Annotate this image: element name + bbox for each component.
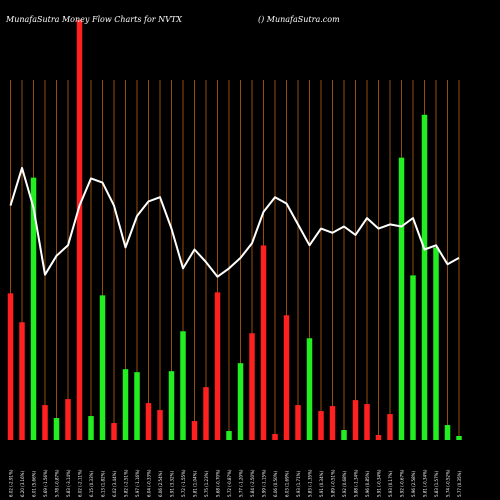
bar-down (352, 400, 359, 440)
bar-up (88, 416, 94, 440)
x-tick-label: 5.92 (0.68%) (342, 471, 347, 497)
x-tick-label: 5.82 (-2.51%) (124, 469, 129, 497)
x-tick-label: 5.77 (0.35%) (457, 471, 462, 497)
bar-up (180, 331, 186, 440)
x-tick-label: 6.04 (-0.33%) (147, 469, 152, 497)
bar-up (99, 295, 106, 440)
x-tick-label: 6.15 (0.33%) (89, 471, 94, 497)
bar-down (203, 387, 209, 440)
price-line-series (9, 166, 460, 278)
bar-down (283, 315, 290, 440)
x-tick-label: 6.02 (-2.91%) (9, 469, 14, 497)
bar-up (53, 418, 60, 440)
x-tick-label: 5.74 (-0.52%) (446, 469, 451, 497)
x-tick-label: 5.77 (-1.20%) (239, 469, 244, 497)
bar-down (295, 405, 301, 440)
x-tick-label: 5.81 (1.04%) (193, 471, 198, 497)
x-tick-label: 5.72 (-1.55%) (181, 469, 186, 497)
bar-down (260, 245, 267, 440)
x-tick-label: 5.84 (-2.50%) (250, 469, 255, 497)
x-tick-label: 6.06 (0.50%) (273, 471, 278, 497)
bar-down (19, 322, 25, 440)
bar-up (226, 431, 232, 440)
x-tick-label: 5.78 (-0.87%) (55, 469, 60, 497)
bar-down (329, 406, 336, 440)
bar-series (7, 20, 462, 441)
x-tick-label: 5.72 (-0.87%) (227, 469, 232, 497)
bar-down (111, 423, 117, 440)
x-tick-label: 6.06 (2.54%) (158, 471, 163, 497)
bar-down (157, 410, 163, 440)
bar-down (76, 20, 83, 440)
bar-up (306, 338, 313, 440)
bar-up (421, 114, 428, 440)
chart-title: MunafaSutra Money Flow Charts for NVTX (6, 15, 182, 24)
bar-up (134, 372, 140, 440)
bar-down (145, 403, 152, 440)
bar-down (214, 292, 221, 440)
bar-up (433, 247, 439, 440)
bar-up (122, 369, 129, 440)
bar-up (30, 177, 37, 441)
x-tick-label: 5.81 (-0.34%) (423, 469, 428, 497)
x-tick-label: 5.96 (0.85%) (365, 471, 370, 497)
bar-up (237, 363, 244, 440)
bar-up (444, 425, 451, 440)
x-tick-label: 6.13 (1.82%) (101, 471, 106, 497)
x-tick-label: 5.89 (-0.51%) (331, 469, 336, 497)
x-tick-label: 5.83 (-3.14%) (66, 469, 71, 497)
x-tick-label: 6.01 (5.66%) (32, 471, 37, 497)
price-line (9, 166, 460, 278)
x-tick-label: 6.02 (3.44%) (112, 471, 117, 497)
x-tick-label: 6.03 (1.69%) (285, 471, 290, 497)
x-tick-label: 5.91 (3.32%) (170, 471, 175, 497)
bar-down (375, 435, 382, 440)
bar-down (42, 405, 48, 440)
bar-down (318, 411, 324, 440)
x-tick-label: 5.93 (0.17%) (388, 471, 393, 497)
x-tick-label: 5.96 (2.58%) (411, 471, 416, 497)
x-tick-label: 5.88 (-1.34%) (354, 469, 359, 497)
x-tick-label: 5.99 (-1.15%) (262, 469, 267, 497)
x-tick-label: 5.83 (1.57%) (434, 471, 439, 497)
bar-up (398, 157, 405, 440)
x-tick-label: 5.93 (1.71%) (296, 471, 301, 497)
x-tick-label: 5.91 (-0.34%) (377, 469, 382, 497)
bar-up (341, 430, 347, 440)
x-tick-label: 6.02 (-2.11%) (78, 469, 83, 497)
x-tick-label: 5.68 (-0.70%) (216, 469, 221, 497)
bar-down (65, 399, 71, 440)
bar-up (168, 371, 175, 440)
bar-down (191, 421, 198, 440)
x-tick-labels: 6.02 (-2.91%) 6.20 (3.16%) 6.01 (5.66%) 5.6… (9, 469, 463, 497)
x-tick-label: 6.20 (3.16%) (20, 471, 25, 497)
bar-down (7, 293, 14, 440)
x-tick-label: 5.91 (0.34%) (319, 471, 324, 497)
bar-down (272, 434, 278, 440)
bar-down (249, 333, 255, 440)
x-tick-label: 5.75 (1.23%) (204, 471, 209, 497)
bar-up (456, 436, 462, 440)
bar-down (364, 404, 370, 440)
x-tick-label: 5.69 (-1.56%) (43, 469, 48, 497)
x-tick-label: 5.97 (-1.16%) (135, 469, 140, 497)
bar-up (410, 275, 416, 440)
x-tick-label: 5.92 (-0.67%) (400, 469, 405, 497)
site-credit: () MunafaSutra.com (258, 15, 340, 24)
bar-down (387, 414, 393, 440)
x-tick-label: 5.83 (-1.35%) (308, 469, 313, 497)
